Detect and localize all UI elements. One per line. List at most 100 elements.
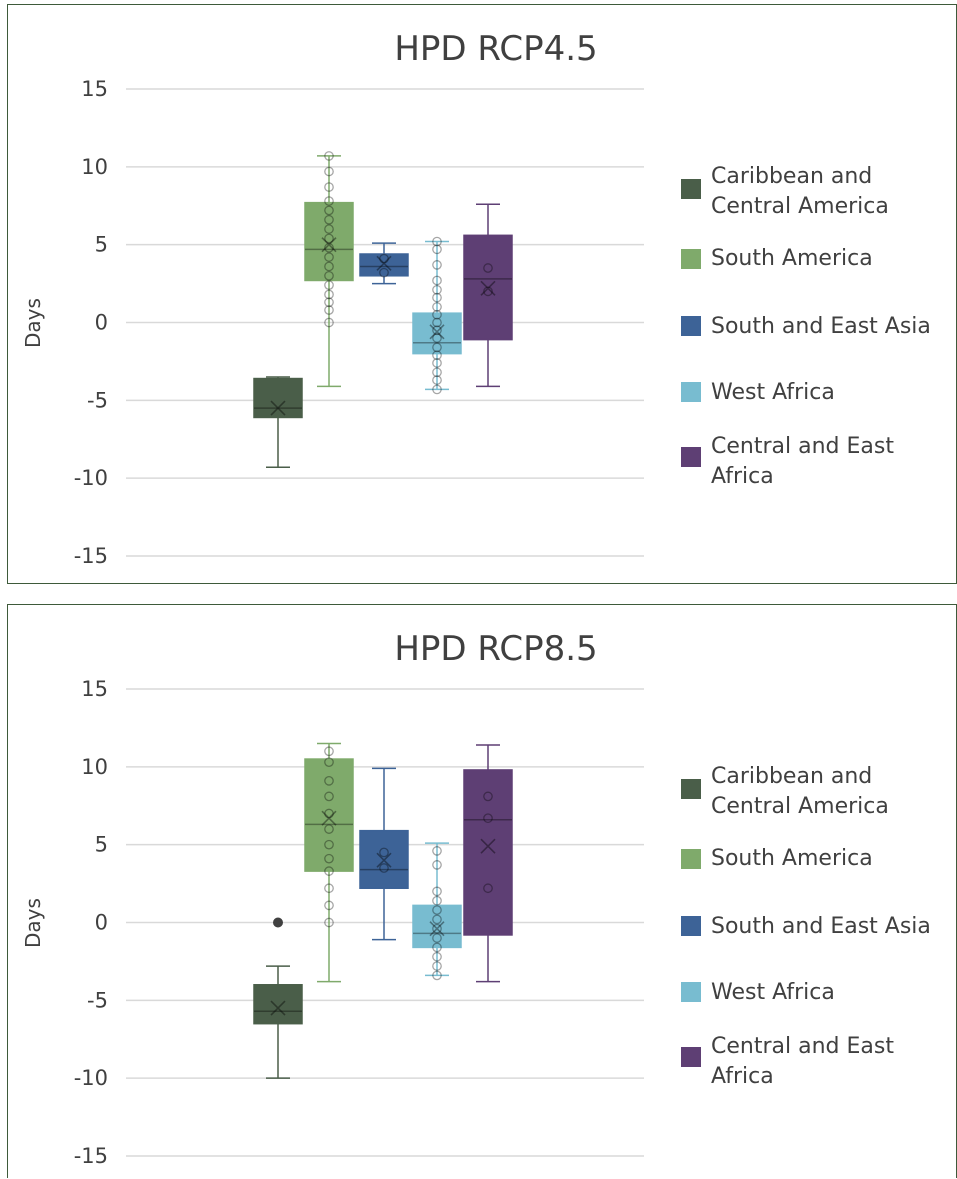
legend-label: Central and East Africa <box>711 1034 894 1089</box>
y-tick-label: 0 <box>95 911 108 935</box>
mean-marker <box>270 1000 286 1016</box>
legend-label: West Africa <box>711 980 835 1005</box>
data-point <box>324 261 334 272</box>
data-point <box>324 270 334 281</box>
data-point <box>324 917 334 928</box>
box-1 <box>304 151 354 388</box>
data-point <box>432 914 442 925</box>
data-point <box>324 196 334 206</box>
data-point <box>483 263 493 273</box>
chart-title: HPD RCP8.5 <box>394 629 597 669</box>
legend-swatch <box>681 179 701 199</box>
y-tick-label: 0 <box>95 311 108 335</box>
mean-marker <box>480 280 496 296</box>
data-point <box>324 824 334 834</box>
data-point <box>379 863 389 873</box>
data-point <box>324 252 334 262</box>
y-tick-label: 10 <box>81 155 108 179</box>
data-point <box>432 905 442 915</box>
data-point <box>483 286 493 297</box>
box-body <box>359 829 409 890</box>
data-point <box>432 375 442 385</box>
outlier-point <box>273 917 283 928</box>
legend-label: South America <box>711 846 873 871</box>
legend-swatch <box>681 382 701 402</box>
legend-label-line: South and East Asia <box>711 914 931 939</box>
mean-marker <box>429 921 445 937</box>
y-tick-label: -10 <box>74 1066 108 1090</box>
mean-marker <box>376 255 392 271</box>
data-point <box>432 342 442 353</box>
y-tick-label: -15 <box>74 1144 108 1168</box>
legend-label-line: South and East Asia <box>711 314 931 339</box>
data-point <box>432 260 442 270</box>
data-point <box>324 233 334 244</box>
legend-label-line: West Africa <box>711 980 835 1005</box>
legend-label: South America <box>711 246 873 271</box>
box-4 <box>463 744 513 983</box>
mean-marker <box>321 237 337 253</box>
box-1 <box>304 742 354 983</box>
data-point <box>324 242 334 253</box>
data-point <box>379 253 389 264</box>
data-point <box>432 933 442 943</box>
data-point <box>324 775 334 786</box>
legend-label: South and East Asia <box>711 914 931 939</box>
data-point <box>432 302 442 312</box>
data-point <box>432 923 442 934</box>
data-point <box>324 289 334 300</box>
box-body <box>253 984 303 1025</box>
legend-label: Central and East Africa <box>711 434 894 489</box>
chart-title: HPD RCP4.5 <box>394 29 597 69</box>
data-point <box>324 317 334 328</box>
y-tick-label: 10 <box>81 755 108 779</box>
y-tick-label: 15 <box>81 77 108 101</box>
box-3 <box>412 842 462 981</box>
data-point <box>483 791 493 802</box>
data-point <box>432 325 442 336</box>
y-tick-label: -5 <box>87 988 108 1012</box>
box-body <box>412 904 462 949</box>
legend-swatch <box>681 249 701 269</box>
chart-panel-rcp85: HPD RCP8.5 15 10 5 0 -5 -10 -15 Days Caribbean an… <box>7 604 957 1178</box>
data-point <box>432 350 442 361</box>
mean-marker <box>429 324 445 340</box>
data-point <box>324 166 334 177</box>
data-point <box>432 275 442 286</box>
box-body <box>463 234 513 341</box>
data-point <box>432 358 442 368</box>
chart-panel-rcp45: HPD RCP4.5 15 10 5 0 -5 -10 -15 Days Caribbean an… <box>7 4 957 584</box>
data-point <box>432 384 442 395</box>
chart-svg-rcp85: HPD RCP8.5 15 10 5 0 -5 -10 -15 Days Caribbean an… <box>21 629 931 1168</box>
data-point <box>432 292 442 303</box>
mean-marker <box>321 810 337 826</box>
y-tick-label: -10 <box>74 466 108 490</box>
legend-swatch <box>681 982 701 1002</box>
box-2 <box>359 767 409 941</box>
legend-swatch <box>681 316 701 336</box>
y-tick-label: 15 <box>81 677 108 701</box>
data-point <box>324 791 334 802</box>
data-point <box>432 970 442 981</box>
data-point <box>379 267 389 278</box>
data-point <box>432 367 442 378</box>
data-point <box>324 883 334 894</box>
box-body <box>412 312 462 355</box>
box-body <box>253 377 303 419</box>
data-point <box>483 813 493 824</box>
box-0 <box>253 376 303 469</box>
data-point <box>432 333 442 343</box>
data-point <box>432 244 442 255</box>
box-body <box>359 253 409 277</box>
data-point <box>432 860 442 870</box>
data-point <box>324 151 334 161</box>
data-point <box>324 182 334 192</box>
y-axis-title: Days <box>21 298 45 348</box>
box-body <box>304 758 354 872</box>
data-point <box>324 808 334 819</box>
box-2 <box>359 242 409 285</box>
legend-label-line: Central America <box>711 194 889 219</box>
data-point <box>432 895 442 906</box>
box-body <box>463 769 513 936</box>
legend-label-line: Africa <box>711 1064 774 1089</box>
